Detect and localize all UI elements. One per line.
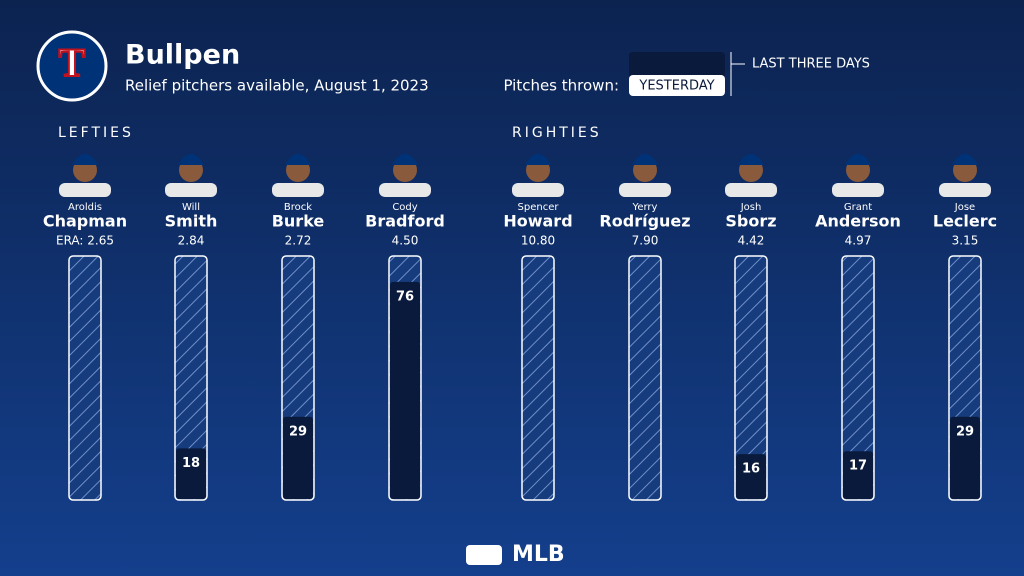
first-name: Jose <box>954 202 975 213</box>
era: 4.97 <box>845 234 872 248</box>
player-photo-body <box>725 183 777 197</box>
first-name: Yerry <box>632 202 658 213</box>
legend-bracket <box>730 52 745 96</box>
last-name: Burke <box>272 212 325 231</box>
first-name: Spencer <box>518 202 560 213</box>
bar <box>390 281 420 499</box>
title: Bullpen <box>125 40 240 71</box>
player-photo-body <box>272 183 324 197</box>
era: ERA: 2.65 <box>56 234 114 248</box>
player-photo-cap <box>392 154 418 165</box>
last-name: Howard <box>503 212 572 231</box>
era: 7.90 <box>632 234 659 248</box>
player-photo-cap <box>72 154 98 165</box>
logo-circle <box>36 30 108 102</box>
bar-track <box>521 255 555 501</box>
last-name: Chapman <box>43 212 127 231</box>
bar <box>283 416 313 499</box>
last-name: Sborz <box>725 212 776 231</box>
value-label: 18 <box>182 456 200 471</box>
player-photo-cap <box>178 154 204 165</box>
last-name: Leclerc <box>933 212 997 231</box>
last-name: Anderson <box>815 212 901 231</box>
first-name: Will <box>182 202 200 213</box>
first-name: Grant <box>844 202 872 213</box>
value-label: 29 <box>289 424 307 439</box>
player-photo-cap <box>845 154 871 165</box>
bar <box>843 451 873 499</box>
bar <box>176 448 206 499</box>
player-photo-body <box>165 183 217 197</box>
first-name: Cody <box>392 202 417 213</box>
player-photo-body <box>512 183 564 197</box>
player-photo-body <box>379 183 431 197</box>
player-photo-cap <box>632 154 658 165</box>
era: 4.42 <box>738 234 765 248</box>
bar-track <box>174 255 208 501</box>
bar <box>950 416 980 499</box>
player-photo-body <box>832 183 884 197</box>
value-label: 76 <box>396 289 414 304</box>
era: 4.50 <box>392 234 419 248</box>
legend-three-days: LAST THREE DAYS <box>752 57 870 72</box>
bar <box>736 454 766 499</box>
era: 2.84 <box>178 234 205 248</box>
group-label: LEFTIES <box>58 125 134 141</box>
bar-track <box>734 255 768 501</box>
era: 3.15 <box>952 234 979 248</box>
last-name: Rodríguez <box>599 212 690 231</box>
value-label: 29 <box>956 424 974 439</box>
first-name: Aroldis <box>68 202 102 213</box>
footer: MLB <box>512 542 565 567</box>
legend-yesterday-swatch <box>629 75 725 96</box>
mlb-logo-mark <box>466 545 502 565</box>
bar-track <box>68 255 102 501</box>
player-photo-cap <box>952 154 978 165</box>
legend-title: Pitches thrown: <box>503 77 619 95</box>
group-label: RIGHTIES <box>512 125 602 141</box>
legend-yesterday: YESTERDAY <box>638 79 714 94</box>
legend-three-days-swatch <box>629 52 725 78</box>
player-photo-body <box>59 183 111 197</box>
value-label: 16 <box>742 462 760 477</box>
era: 2.72 <box>285 234 312 248</box>
player-photo-cap <box>738 154 764 165</box>
first-name: Josh <box>740 202 762 213</box>
first-name: Brock <box>284 202 312 213</box>
last-name: Smith <box>165 212 218 231</box>
last-name: Bradford <box>365 212 445 231</box>
player-photo-cap <box>525 154 551 165</box>
subtitle: Relief pitchers available, August 1, 202… <box>125 77 429 95</box>
value-label: 17 <box>849 459 867 474</box>
player-photo-cap <box>285 154 311 165</box>
bar-track <box>841 255 875 501</box>
bar-track <box>628 255 662 501</box>
era: 10.80 <box>521 234 555 248</box>
player-photo-body <box>939 183 991 197</box>
player-photo-body <box>619 183 671 197</box>
logo: T <box>59 40 86 85</box>
